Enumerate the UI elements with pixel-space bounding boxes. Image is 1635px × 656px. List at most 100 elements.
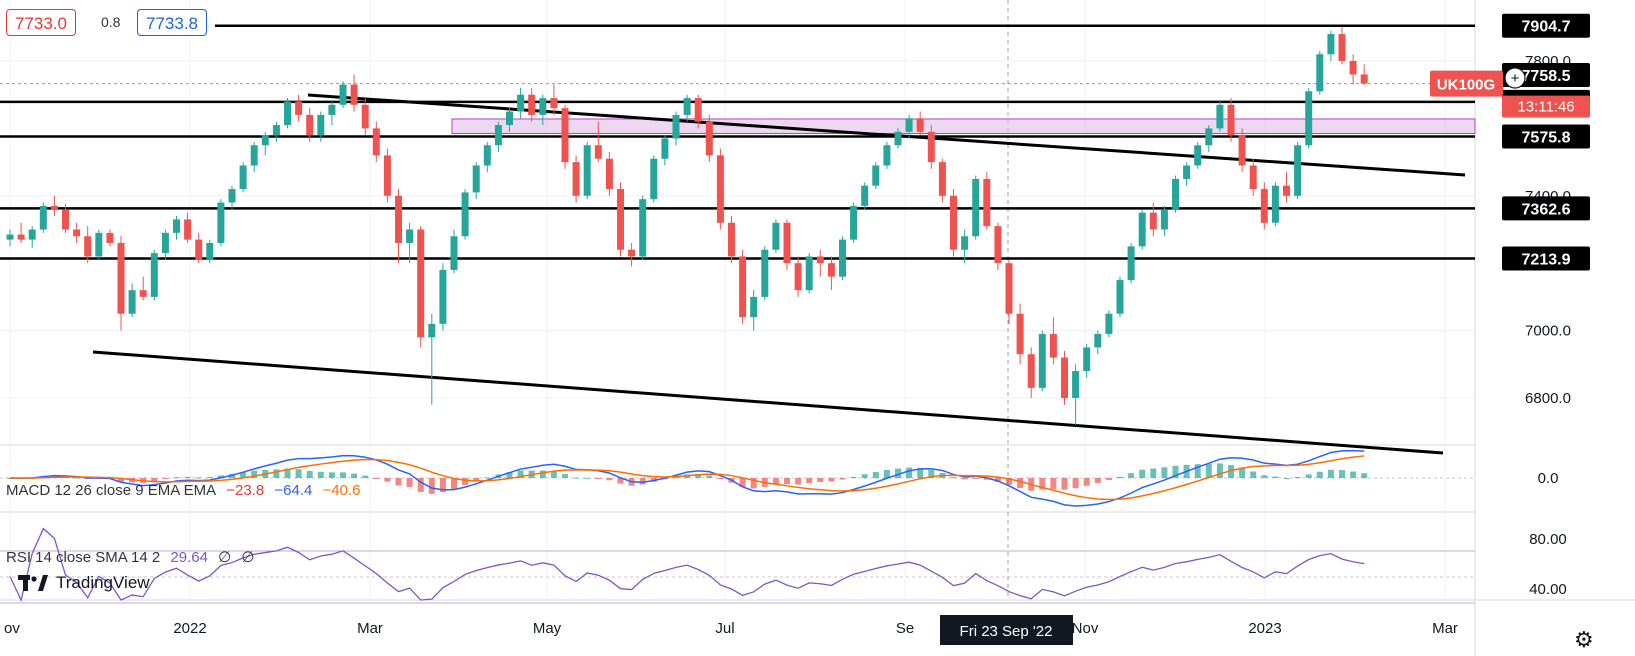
candle-body-28: [317, 114, 325, 136]
candle-body-120: [1338, 34, 1346, 61]
macd-tick: 0.0: [1538, 470, 1559, 487]
candle-23: [261, 131, 269, 156]
macd-histogram-bar-107: [1194, 464, 1201, 478]
candle-105: [1172, 175, 1179, 213]
macd-histogram-bar-28: [317, 471, 324, 478]
candle-60: [672, 111, 680, 146]
macd-histogram-bar-17: [195, 477, 202, 479]
macd-histogram-bar-117: [1305, 474, 1312, 478]
candle-body-17: [195, 239, 203, 260]
candle-114: [1271, 182, 1279, 227]
candle-body-21: [239, 165, 247, 190]
rsi-line: [9, 527, 1365, 602]
macd-legend[interactable]: MACD 12 26 close 9 EMA EMA −23.8 −64.4 −…: [6, 482, 367, 499]
candle-body-54: [605, 158, 613, 190]
candle-body-85: [950, 195, 957, 250]
candle-body-3: [39, 205, 47, 230]
candle-82: [916, 111, 924, 136]
candle-body-38: [428, 323, 436, 338]
price-tick-2: 7000.0: [1525, 323, 1571, 340]
candle-16: [184, 212, 192, 243]
candle-body-75: [839, 239, 846, 277]
candle-body-34: [383, 155, 391, 196]
candle-body-106: [1183, 165, 1191, 179]
candle-body-35: [395, 195, 402, 243]
macd-histogram-bar-55: [617, 478, 624, 484]
candle-52: [583, 141, 591, 200]
candle-body-73: [816, 256, 824, 264]
candle-body-8: [95, 232, 103, 257]
candle-17: [195, 232, 203, 264]
macd-histogram-bar-15: [173, 477, 180, 479]
candle-92: [1027, 347, 1035, 398]
macd-histogram-bar-87: [972, 478, 979, 479]
candle-68: [761, 246, 769, 301]
countdown-text: 13:11:46: [1517, 99, 1574, 116]
candle-body-55: [617, 189, 624, 250]
candle-9: [106, 229, 114, 247]
candle-body-53: [594, 145, 602, 159]
time-label-2: Mar: [357, 620, 383, 637]
macd-histogram-bar-67: [750, 478, 757, 489]
macd-histogram-bar-26: [295, 469, 302, 478]
candle-body-121: [1349, 61, 1357, 75]
candle-body-82: [916, 118, 924, 132]
ask-price-box[interactable]: 7733.8: [137, 9, 207, 36]
add-level-icon: [1504, 67, 1526, 89]
macd-value-macd: −64.4: [274, 482, 313, 499]
candle-69: [772, 219, 780, 254]
candle-38: [428, 313, 436, 405]
candle-body-65: [728, 222, 735, 257]
candle-body-60: [672, 114, 680, 139]
candle-body-87: [972, 178, 980, 237]
macd-histogram-bar-14: [162, 478, 169, 480]
macd-histogram-bar-99: [1105, 478, 1112, 481]
candle-body-104: [1160, 209, 1168, 230]
candle-body-114: [1271, 185, 1279, 223]
candle-111: [1238, 128, 1246, 173]
macd-histogram-bar-34: [384, 478, 391, 482]
candle-body-31: [350, 84, 358, 105]
rsi-value: 29.64: [170, 549, 208, 566]
candle-body-118: [1316, 54, 1324, 92]
candle-40: [450, 229, 458, 274]
candle-body-51: [572, 162, 580, 196]
macd-histogram-bar-120: [1339, 470, 1345, 478]
macd-histogram-bar-121: [1350, 471, 1357, 478]
candle-19: [217, 199, 225, 247]
macd-histogram-bar-70: [784, 478, 790, 485]
candle-body-64: [716, 155, 724, 223]
candle-65: [728, 216, 735, 264]
countdown-bg: [1502, 95, 1590, 118]
horizontal-levels: [0, 24, 1475, 260]
rsi-legend[interactable]: RSI 14 close SMA 14 2 29.64 ∅ ∅: [6, 548, 260, 566]
macd-histogram-bar-40: [451, 478, 457, 490]
time-axis: ov 2022 Mar May Jul Se Nov 2023 Mar Fri 23 Sep '2…: [4, 615, 1458, 645]
macd-histogram-bar-41: [462, 478, 469, 485]
candle-102: [1138, 209, 1146, 250]
candle-body-20: [228, 189, 236, 203]
candle-body-29: [328, 104, 336, 115]
candle-41: [461, 189, 469, 240]
candle-body-93: [1038, 333, 1046, 388]
candle-body-115: [1283, 185, 1290, 196]
macd-histogram-bar-72: [806, 478, 813, 484]
candle-106: [1183, 162, 1191, 186]
macd-histogram-bar-104: [1161, 467, 1168, 478]
settings-gear-icon[interactable]: ⚙: [1574, 627, 1594, 652]
candle-body-95: [1061, 357, 1068, 398]
tradingview-logo[interactable]: TradingView: [18, 573, 150, 593]
candle-72: [805, 253, 813, 294]
resistance-zone-rect: [451, 118, 1476, 134]
candle-34: [383, 148, 391, 203]
candle-body-110: [1227, 104, 1235, 136]
candle-120: [1338, 27, 1346, 65]
candle-body-90: [1005, 263, 1013, 314]
candle-body-2: [28, 229, 36, 240]
candle-body-33: [372, 128, 380, 156]
bid-price-box[interactable]: 7733.0: [6, 9, 76, 36]
candle-body-56: [628, 249, 636, 257]
resistance-zone: [451, 118, 1476, 134]
candle-61: [683, 94, 691, 122]
